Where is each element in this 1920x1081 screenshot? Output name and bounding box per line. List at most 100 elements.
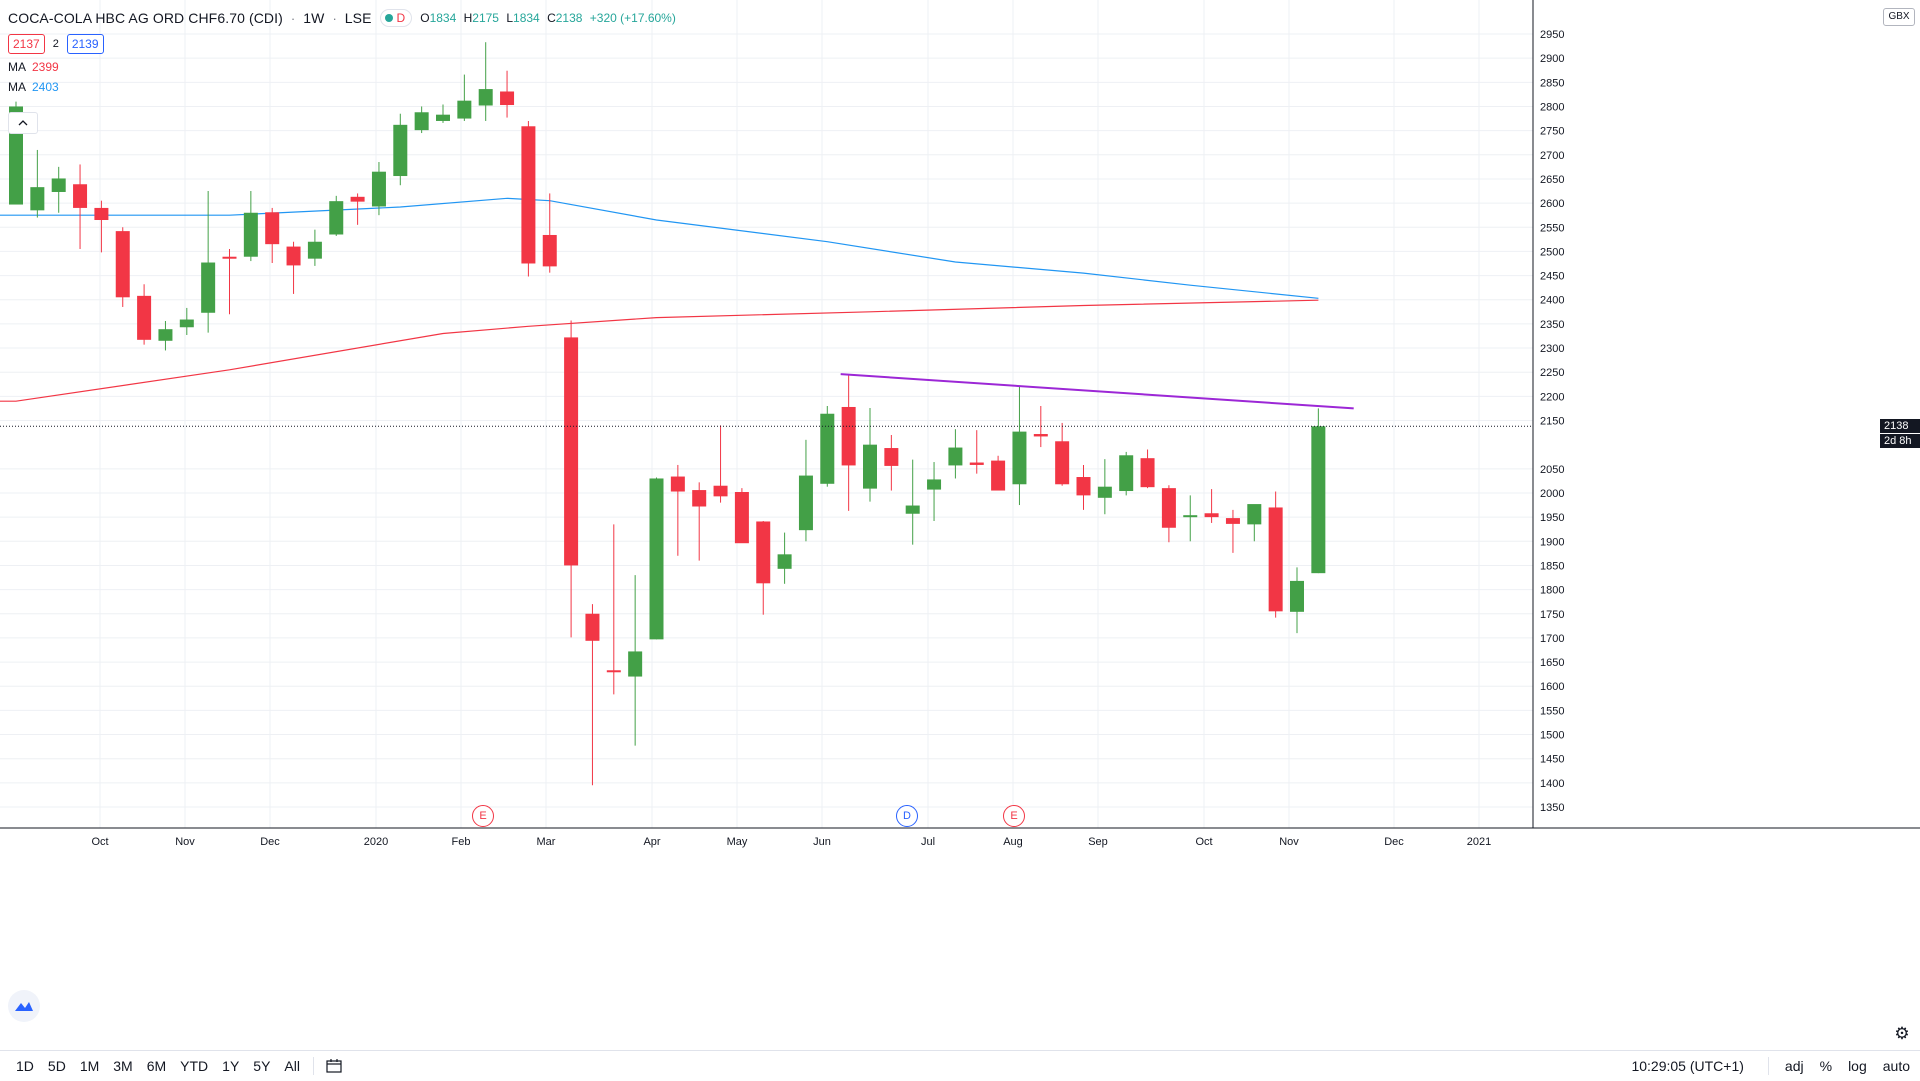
ma-label: MA — [8, 60, 26, 74]
timeframe-5y[interactable]: 5Y — [253, 1058, 271, 1074]
currency-badge[interactable]: GBX — [1883, 8, 1915, 26]
candle-body — [1268, 507, 1283, 612]
candle-body — [756, 521, 771, 584]
candle-body — [30, 187, 45, 211]
price-tick-label: 2550 — [1540, 222, 1564, 234]
price-tick-label: 2500 — [1540, 246, 1564, 258]
candle-body — [564, 337, 579, 566]
candle-body — [329, 201, 344, 235]
symbol-title[interactable]: COCA-COLA HBC AG ORD CHF6.70 (CDI) — [8, 10, 283, 26]
market-open-dot-icon — [384, 14, 393, 22]
candle — [841, 374, 856, 511]
dividend-event-marker[interactable]: D — [896, 805, 918, 827]
candle-body — [734, 492, 749, 544]
separator: · — [290, 10, 296, 26]
ohlc-values: O1834 H2175 L1834 C2138 +320 (+17.60%) — [420, 11, 676, 25]
candle-body — [307, 241, 322, 259]
earnings-event-marker[interactable]: E — [472, 805, 494, 827]
log-scale-toggle[interactable]: log — [1848, 1058, 1867, 1074]
candle — [585, 604, 600, 786]
candle-body — [457, 100, 472, 119]
adjust-data-toggle[interactable]: adj — [1784, 1058, 1804, 1074]
candle-body — [1012, 431, 1027, 485]
price-tick-label: 1750 — [1540, 609, 1564, 621]
price-tick-label: 2000 — [1540, 488, 1564, 500]
candle — [1076, 464, 1091, 510]
sell-button[interactable]: 2137 — [8, 34, 45, 54]
buy-button[interactable]: 2139 — [66, 34, 104, 54]
timeframe-1d[interactable]: 1D — [16, 1058, 34, 1074]
price-tick-label: 1800 — [1540, 585, 1564, 597]
market-status-badge[interactable]: D — [379, 9, 413, 27]
time-tick-label: Feb — [452, 836, 471, 848]
candle-body — [820, 413, 835, 484]
settings-gear-icon[interactable]: ⚙ — [1894, 1024, 1910, 1043]
collapse-legend-button[interactable] — [8, 112, 38, 134]
price-tick-label: 2650 — [1540, 174, 1564, 186]
timeframe-ytd[interactable]: YTD — [180, 1058, 209, 1074]
go-to-date-calendar-icon[interactable] — [324, 1057, 344, 1075]
timeframe-1m[interactable]: 1M — [79, 1058, 100, 1074]
ma-legend-fast[interactable]: MA 2403 — [8, 77, 676, 97]
time-tick-label: Jun — [813, 836, 831, 848]
price-chart[interactable]: 2950 2900 2850 2800 2750 2700 2650 2600 2550 2500… — [0, 0, 1920, 1050]
candle-body — [371, 171, 386, 207]
candle-body — [243, 212, 258, 257]
timeframe-1y[interactable]: 1Y — [222, 1058, 240, 1074]
price-tick-label: 1400 — [1540, 778, 1564, 790]
clock-timezone[interactable]: 10:29:05 (UTC+1) — [1631, 1058, 1744, 1074]
candle — [521, 120, 536, 277]
price-tick-label: 1850 — [1540, 560, 1564, 572]
time-tick-label: Mar — [537, 836, 556, 848]
candle-body — [1183, 515, 1198, 518]
timeframe-all[interactable]: All — [284, 1058, 300, 1074]
close-label: C — [547, 11, 556, 25]
timeframe-3m[interactable]: 3M — [113, 1058, 133, 1074]
time-tick-label: 2020 — [364, 836, 388, 848]
candle-body — [179, 319, 194, 328]
candle — [1268, 491, 1283, 618]
candle — [201, 191, 216, 333]
time-tick-label: Nov — [1279, 836, 1299, 848]
interval-label[interactable]: 1W — [303, 10, 325, 26]
candle — [51, 166, 66, 213]
candle — [478, 42, 493, 121]
ma-label: MA — [8, 80, 26, 94]
candle-body — [1033, 434, 1048, 437]
price-tick-label: 2200 — [1540, 391, 1564, 403]
candle — [222, 248, 237, 315]
percent-scale-toggle[interactable]: % — [1819, 1058, 1833, 1074]
ma-legend-slow[interactable]: MA 2399 — [8, 57, 676, 77]
change-value: +320 (+17.60%) — [589, 11, 676, 25]
candle-body — [1055, 441, 1070, 485]
candle-body — [798, 475, 813, 531]
candle — [350, 193, 365, 225]
candle — [1012, 385, 1027, 506]
price-tick-label: 1900 — [1540, 536, 1564, 548]
candle — [1225, 509, 1240, 553]
time-tick-label: Apr — [643, 836, 660, 848]
candle-body — [1097, 486, 1112, 498]
candle-body — [1119, 455, 1134, 492]
earnings-event-marker[interactable]: E — [1003, 805, 1025, 827]
candle-body — [649, 478, 664, 640]
close-value: 2138 — [555, 11, 583, 25]
timeframe-6m[interactable]: 6M — [146, 1058, 167, 1074]
auto-scale-toggle[interactable]: auto — [1882, 1058, 1910, 1074]
candle — [329, 195, 344, 236]
candle — [670, 464, 685, 556]
candle — [1247, 504, 1262, 542]
candle — [115, 227, 130, 307]
price-tick-label: 1500 — [1540, 730, 1564, 742]
timeframe-5d[interactable]: 5D — [47, 1058, 66, 1074]
tradingview-logo[interactable] — [8, 990, 40, 1022]
ma-value: 2403 — [32, 80, 59, 94]
ma-value: 2399 — [32, 60, 59, 74]
candle — [307, 229, 322, 266]
candle-body — [73, 184, 88, 208]
axes: 2950 2900 2850 2800 2750 2700 2650 2600 2550 2500… — [0, 0, 1920, 848]
candle — [948, 429, 963, 479]
candle-body — [1161, 488, 1176, 528]
price-tick-label: 1350 — [1540, 802, 1564, 814]
price-tick-label: 2400 — [1540, 295, 1564, 307]
